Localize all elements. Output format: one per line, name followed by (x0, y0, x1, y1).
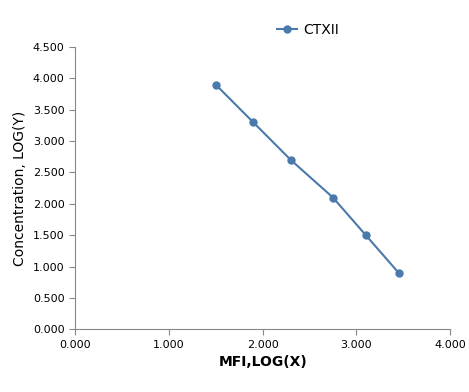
CTXII (213, 82, 219, 87)
CTXII (250, 120, 256, 125)
Y-axis label: Concentration, LOG(Y): Concentration, LOG(Y) (13, 111, 27, 266)
CTXII (288, 158, 294, 162)
X-axis label: MFI,LOG(X): MFI,LOG(X) (218, 355, 307, 369)
CTXII (396, 270, 401, 275)
CTXII (330, 195, 336, 200)
Legend: CTXII: CTXII (271, 17, 344, 42)
Line: CTXII: CTXII (212, 81, 402, 276)
CTXII (363, 233, 369, 238)
